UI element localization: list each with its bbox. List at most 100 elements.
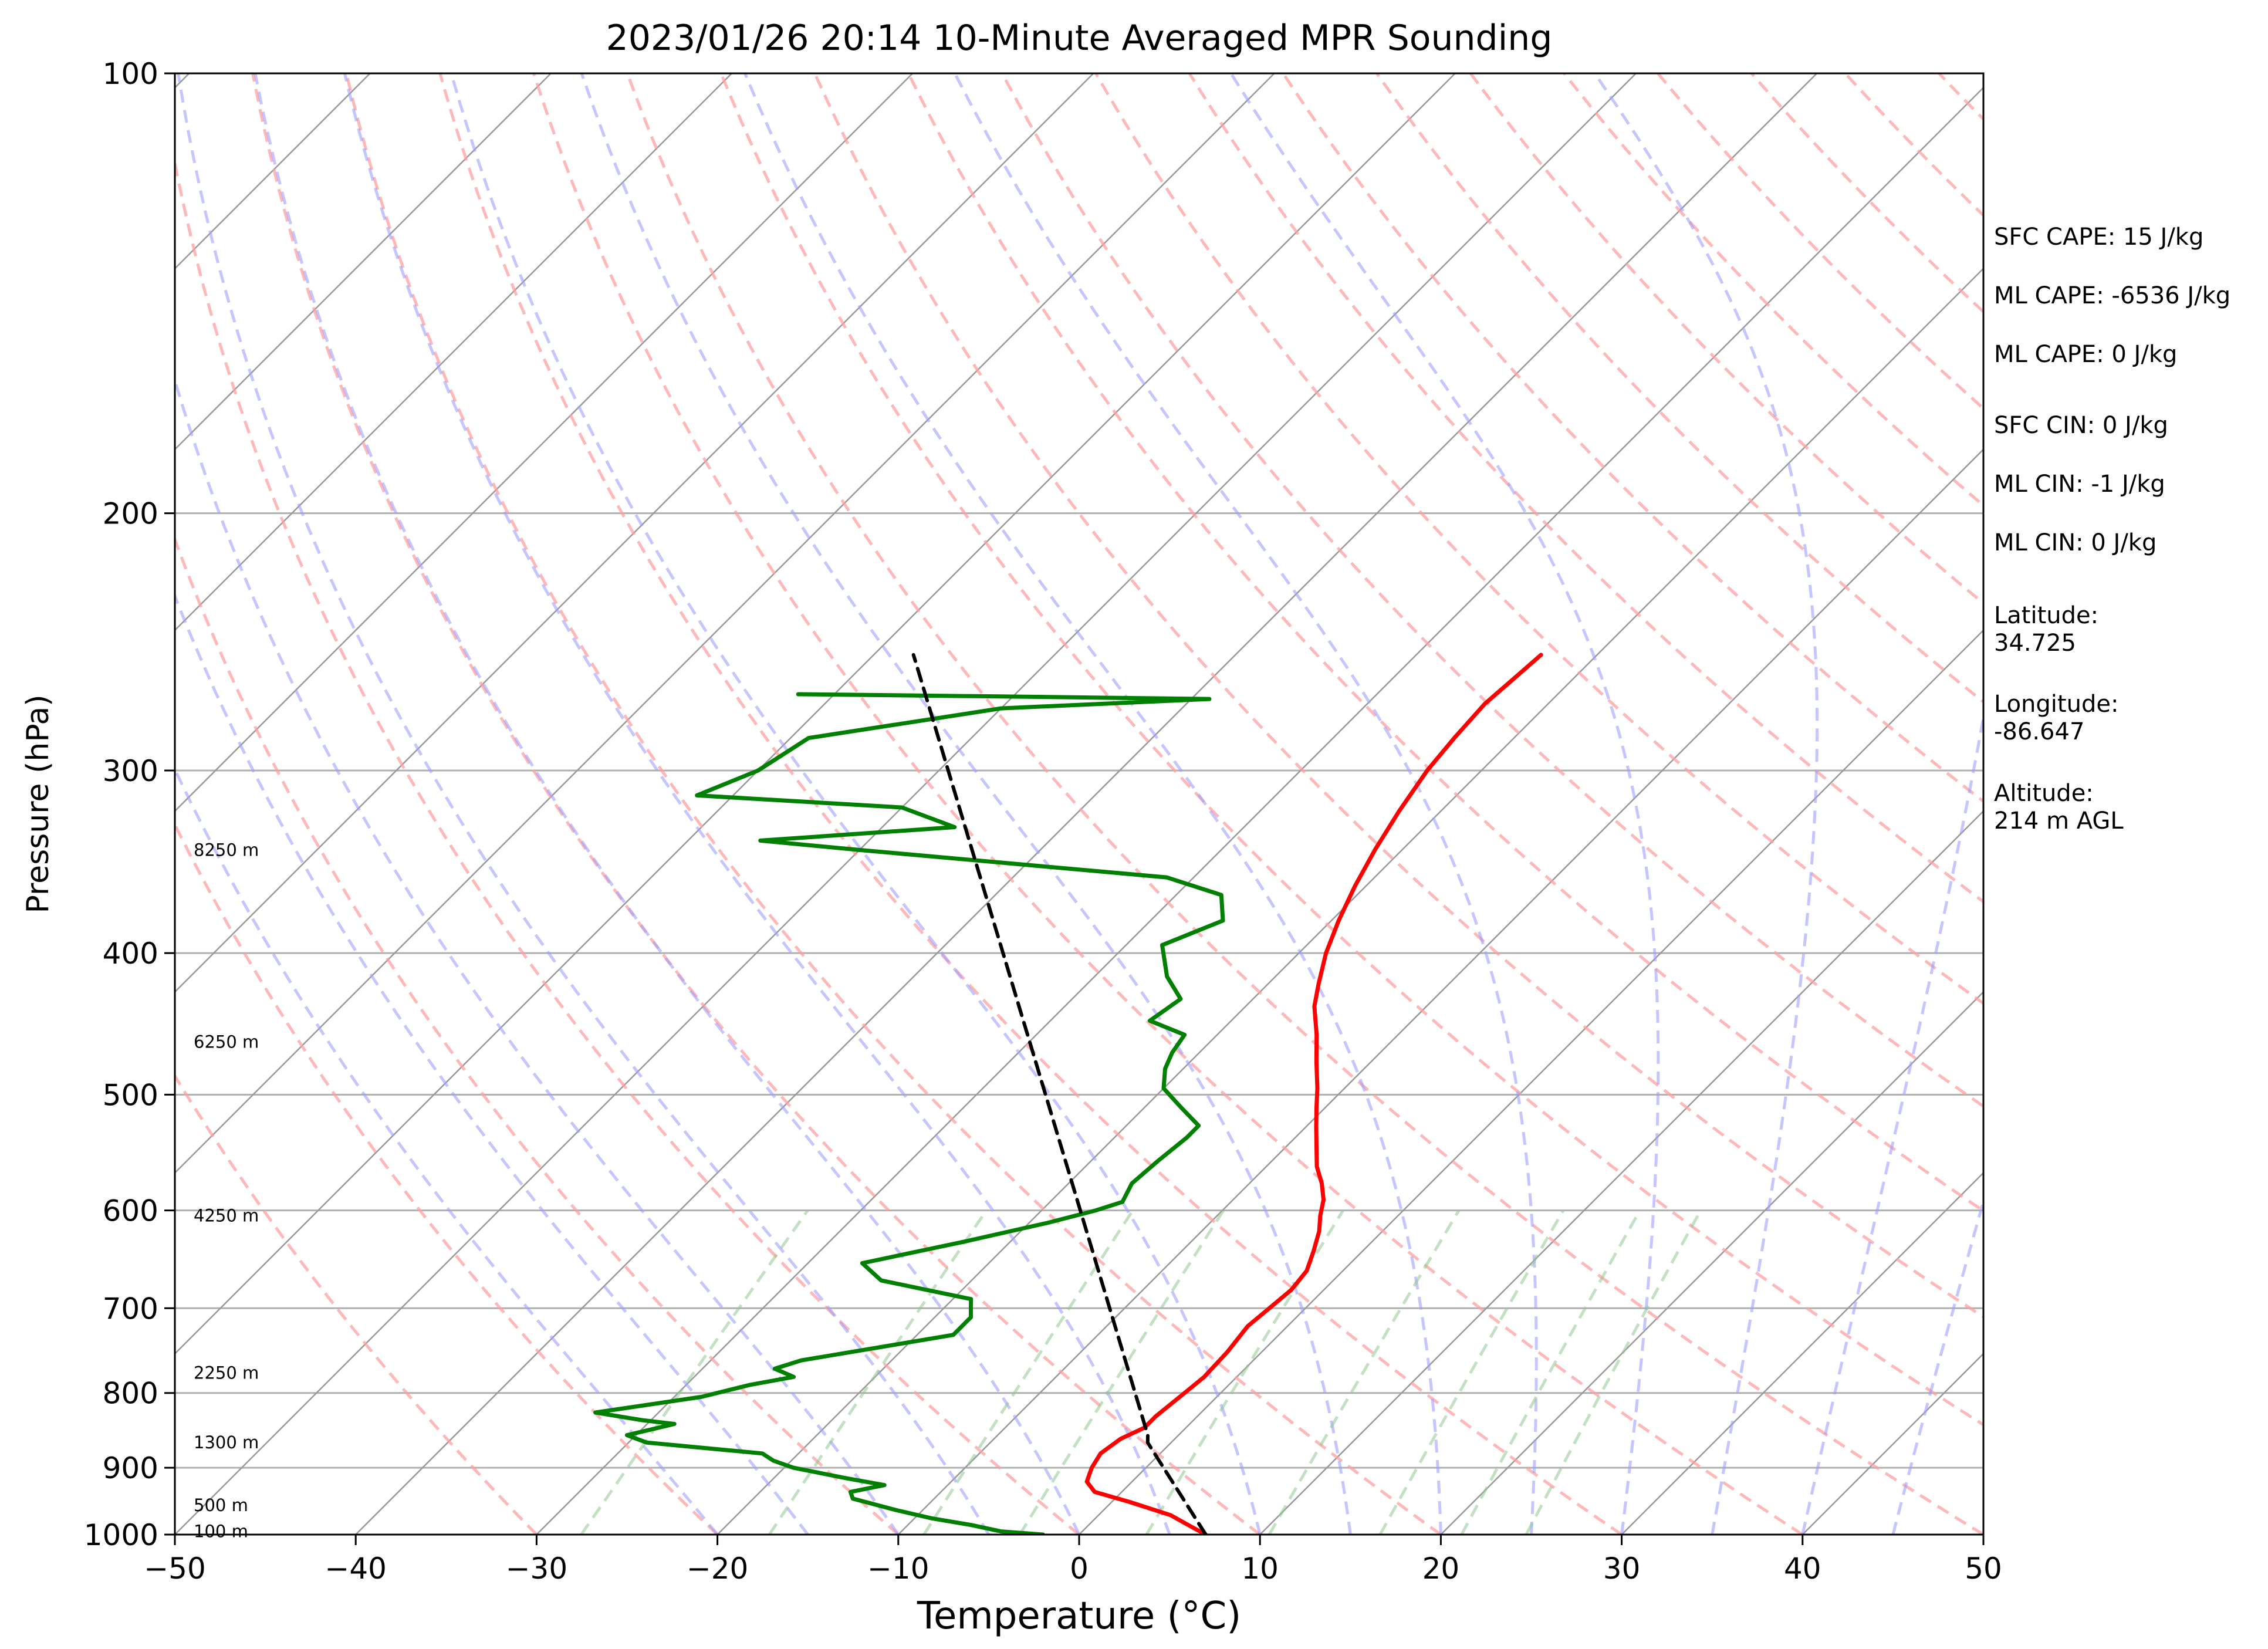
height-label: 6250 m bbox=[194, 1032, 259, 1052]
chart-title: 2023/01/26 20:14 10-Minute Averaged MPR … bbox=[606, 18, 1553, 59]
moist-adiabat-line bbox=[177, 73, 991, 1535]
y-tick-label: 200 bbox=[103, 497, 158, 531]
isotherm-grid bbox=[175, 73, 1983, 1535]
y-tick-label: 900 bbox=[103, 1451, 158, 1485]
moist-adiabats bbox=[175, 73, 1983, 1535]
height-label: 8250 m bbox=[194, 840, 259, 860]
mixing-ratio-line bbox=[922, 1209, 1134, 1535]
isotherm-line bbox=[1440, 991, 1983, 1535]
y-axis: 1000 900 800 700 600 500 400 300 200 100 bbox=[84, 57, 175, 1552]
x-tick-label: −50 bbox=[144, 1552, 206, 1586]
dewpoint-profile bbox=[593, 692, 1225, 1535]
mixing-ratio-line bbox=[1267, 1209, 1461, 1535]
moist-adiabat-line bbox=[1891, 1196, 1983, 1535]
height-label: 100 m bbox=[194, 1522, 248, 1542]
index-ml-cape-1: ML CAPE: -6536 J/kg bbox=[1994, 282, 2230, 309]
isotherm-line bbox=[355, 73, 1818, 1535]
isotherm-line bbox=[897, 448, 1983, 1535]
x-axis: −50 −40 −30 −20 −10 0 10 20 30 40 50 bbox=[144, 1535, 2002, 1586]
y-tick-label: 100 bbox=[103, 57, 158, 91]
dry-adiabat-line bbox=[719, 73, 1983, 1427]
parcel-profile bbox=[911, 653, 1208, 1535]
moist-adiabat-line bbox=[175, 592, 809, 1535]
x-tick-label: 0 bbox=[1070, 1552, 1089, 1586]
y-tick-label: 700 bbox=[103, 1292, 158, 1326]
x-tick-label: −10 bbox=[867, 1552, 929, 1586]
dry-adiabat-line bbox=[175, 535, 900, 1535]
dry-adiabat-line bbox=[344, 73, 1442, 1535]
mixing-ratio-line bbox=[1018, 1209, 1225, 1535]
index-ml-cape-2: ML CAPE: 0 J/kg bbox=[1994, 341, 2177, 368]
index-ml-cin-2: ML CIN: 0 J/kg bbox=[1994, 529, 2157, 556]
dry-adiabat-line bbox=[626, 73, 1983, 1535]
isotherm-line bbox=[1079, 629, 1983, 1535]
isotherm-line bbox=[1621, 1171, 1983, 1535]
height-label: 2250 m bbox=[194, 1363, 259, 1383]
dry-adiabat-line bbox=[1188, 73, 1983, 904]
dry-adiabat-line bbox=[1469, 73, 1983, 606]
height-label: 500 m bbox=[194, 1495, 248, 1515]
x-tick-label: −20 bbox=[687, 1552, 749, 1586]
x-tick-label: 40 bbox=[1784, 1552, 1821, 1586]
x-tick-label: −40 bbox=[325, 1552, 387, 1586]
indices-panel: SFC CAPE: 15 J/kg ML CAPE: -6536 J/kg ML… bbox=[1994, 224, 2230, 834]
y-tick-label: 300 bbox=[103, 754, 158, 788]
moist-adiabat-line bbox=[953, 73, 1538, 1535]
height-labels: 100 m 500 m 1300 m 2250 m 4250 m 6250 m 8250 m bbox=[194, 840, 259, 1541]
isotherm-line bbox=[175, 73, 1094, 994]
index-ml-cin-1: ML CIN: -1 J/kg bbox=[1994, 471, 2165, 498]
plot-area bbox=[175, 73, 1983, 1535]
y-tick-label: 400 bbox=[103, 937, 158, 971]
moist-adiabat-line bbox=[580, 73, 1352, 1535]
isotherm-line bbox=[175, 73, 914, 812]
mixing-ratio-line bbox=[580, 1209, 809, 1535]
altitude-label: Altitude: bbox=[1994, 780, 2094, 807]
mixing-ratio-line bbox=[768, 1209, 988, 1535]
moist-adiabat-line bbox=[253, 73, 1081, 1535]
moist-adiabat-line bbox=[175, 375, 900, 1535]
x-tick-label: 50 bbox=[1965, 1552, 2002, 1586]
moist-adiabat-line bbox=[449, 73, 1262, 1535]
height-label: 4250 m bbox=[194, 1206, 259, 1226]
index-sfc-cin: SFC CIN: 0 J/kg bbox=[1994, 412, 2168, 439]
y-tick-label: 600 bbox=[103, 1194, 158, 1228]
isotherm-line bbox=[175, 73, 1637, 1535]
dry-adiabat-line bbox=[251, 73, 1261, 1535]
dry-adiabat-line bbox=[532, 73, 1804, 1535]
x-tick-label: 30 bbox=[1603, 1552, 1641, 1586]
mixing-ratio-line bbox=[1378, 1209, 1565, 1535]
isotherm-line bbox=[1259, 810, 1983, 1535]
x-tick-label: 20 bbox=[1422, 1552, 1460, 1586]
height-label: 1300 m bbox=[194, 1432, 259, 1452]
sounding-profiles bbox=[593, 653, 1543, 1535]
isotherm-line bbox=[175, 73, 732, 631]
x-tick-label: −30 bbox=[506, 1552, 568, 1586]
isotherm-line bbox=[175, 73, 1275, 1174]
dry-adiabat-line bbox=[175, 821, 719, 1535]
moist-adiabat-line bbox=[1593, 73, 1819, 1535]
longitude-label: Longitude: bbox=[1994, 691, 2118, 718]
y-tick-label: 800 bbox=[103, 1377, 158, 1411]
x-tick-label: 10 bbox=[1241, 1552, 1279, 1586]
temperature-profile bbox=[1084, 653, 1543, 1535]
dry-adiabat-line bbox=[907, 73, 1983, 1213]
isotherm-line bbox=[716, 267, 1983, 1535]
latitude-label: Latitude: bbox=[1994, 602, 2098, 629]
isotherm-line bbox=[175, 73, 552, 451]
isotherm-line bbox=[536, 86, 1983, 1535]
dry-adiabat-line bbox=[1563, 73, 1983, 508]
dry-adiabat-line bbox=[1657, 73, 1983, 411]
moist-adiabat-line bbox=[175, 766, 719, 1535]
y-tick-label: 500 bbox=[103, 1078, 158, 1112]
dry-adiabat-line bbox=[1001, 73, 1983, 1109]
longitude-value: -86.647 bbox=[1994, 718, 2084, 745]
isotherm-line bbox=[175, 73, 1456, 1355]
y-tick-label: 1000 bbox=[84, 1518, 158, 1552]
dry-adiabat-line bbox=[813, 73, 1983, 1319]
moist-adiabat-line bbox=[743, 73, 1442, 1535]
dry-adiabats bbox=[175, 73, 1983, 1535]
y-axis-label: Pressure (hPa) bbox=[21, 695, 56, 914]
x-axis-label: Temperature (°C) bbox=[917, 1594, 1241, 1638]
